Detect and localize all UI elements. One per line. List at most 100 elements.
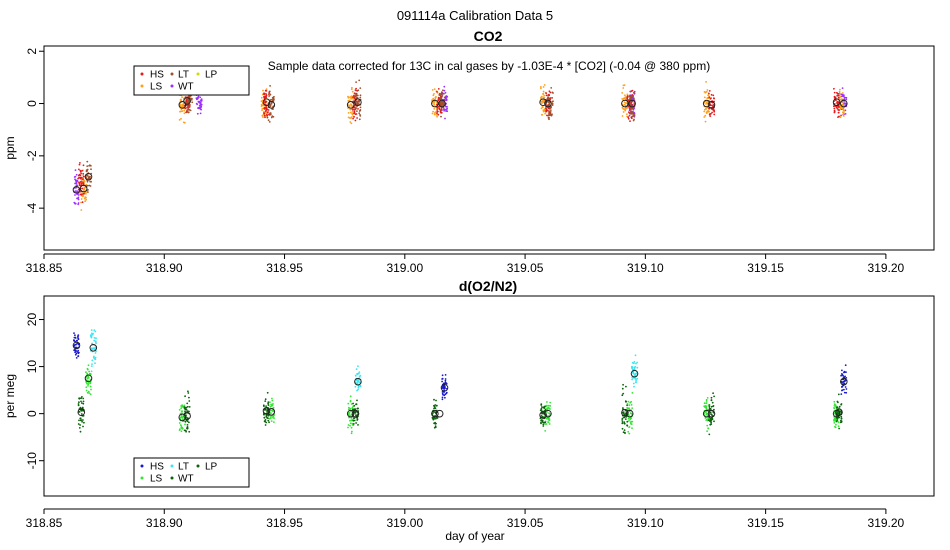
o2n2-point-lt	[631, 361, 634, 364]
co2-mean-marker	[621, 99, 629, 108]
co2-point-ls	[623, 84, 626, 87]
co2-point-lt	[355, 93, 358, 96]
o2n2-point-wt	[262, 404, 265, 407]
o2n2-point-ls	[182, 418, 184, 421]
co2-point-hs	[709, 97, 712, 100]
o2n2-point-wt	[186, 402, 189, 405]
co2-point-lt	[269, 114, 271, 116]
co2-point-ls	[80, 209, 83, 211]
o2n2-point-hs	[841, 389, 844, 391]
co2-point-lt	[356, 100, 359, 103]
co2-point-hs	[264, 100, 266, 102]
o2n2-legend-ls: LS	[150, 474, 163, 485]
co2-point-lt	[631, 115, 634, 118]
co2-point-lt	[632, 111, 634, 114]
co2-point-hs	[265, 106, 268, 109]
o2n2-point-wt	[621, 394, 624, 397]
co2-point-lt	[187, 108, 190, 111]
o2n2-point-ls	[350, 417, 353, 419]
co2-point-lt	[86, 184, 89, 187]
co2-point-wt	[628, 114, 631, 117]
o2n2-point-ls	[178, 429, 181, 431]
o2n2-point-ls	[272, 403, 274, 405]
o2n2-point-ls	[631, 392, 634, 394]
o2n2-point-wt	[188, 406, 191, 408]
o2n2-point-wt	[354, 411, 356, 414]
co2-point-hs	[78, 163, 81, 166]
o2n2-mean-marker	[351, 409, 360, 418]
o2n2-point-wt	[435, 404, 438, 407]
co2-point-lt	[89, 164, 91, 167]
o2n2-point-wt	[77, 423, 80, 425]
co2-point-hs	[77, 177, 80, 180]
co2-point-wt	[443, 108, 446, 111]
co2-x-tick-label: 319.20	[868, 261, 905, 275]
co2-point-lt	[440, 100, 443, 103]
co2-point-ls	[180, 117, 182, 120]
o2n2-point-wt	[186, 427, 189, 429]
o2n2-point-hs	[840, 374, 842, 377]
o2n2-point-wt	[621, 421, 624, 423]
co2-legend-box	[133, 65, 250, 96]
o2n2-point-wt	[838, 416, 841, 419]
o2n2-point-ls	[547, 404, 550, 407]
o2n2-point-ls	[833, 403, 836, 406]
o2n2-point-hs	[74, 334, 76, 337]
o2n2-point-wt	[79, 417, 82, 420]
co2-point-hs	[833, 105, 835, 107]
o2n2-point-wt	[184, 420, 187, 423]
co2-point-hs	[837, 96, 840, 99]
co2-point-lt	[550, 87, 553, 89]
co2-point-wt	[842, 95, 845, 98]
o2n2-point-ls	[350, 419, 353, 422]
co2-point-hs	[263, 95, 265, 98]
co2-point-ls	[433, 113, 436, 116]
co2-point-wt	[75, 173, 78, 176]
co2-point-lt	[548, 116, 550, 119]
co2-point-hs	[82, 175, 85, 178]
o2n2-x-tick-label: 318.90	[146, 516, 183, 530]
o2n2-point-wt	[188, 421, 190, 424]
co2-point-ls	[841, 103, 843, 106]
co2-point-ls	[179, 110, 182, 113]
o2n2-point-lt	[93, 329, 96, 332]
co2-legend-lt-marker	[170, 72, 174, 76]
co2-point-hs	[548, 90, 551, 93]
co2-point-hs	[263, 107, 266, 110]
o2n2-point-hs	[441, 374, 444, 377]
co2-point-lt	[187, 106, 190, 109]
co2-mean-marker	[84, 172, 93, 181]
o2n2-point-wt	[431, 412, 434, 415]
o2n2-point-wt	[185, 406, 188, 409]
co2-mean-marker	[544, 99, 552, 108]
o2n2-point-lt	[359, 374, 362, 377]
co2-point-lt	[442, 89, 444, 92]
co2-point-lt	[355, 107, 357, 110]
co2-mean-marker	[346, 101, 355, 109]
co2-point-hs	[833, 91, 836, 94]
o2n2-point-ls	[549, 401, 552, 404]
co2-point-hs	[545, 110, 548, 113]
co2-point-hs	[631, 104, 633, 107]
co2-point-hs	[631, 89, 634, 92]
o2n2-point-wt	[622, 407, 624, 409]
co2-point-ls	[542, 96, 544, 98]
co2-point-lt	[88, 175, 91, 178]
co2-point-lt	[358, 112, 361, 115]
o2n2-point-wt	[541, 412, 543, 415]
o2n2-legend-box	[133, 457, 250, 488]
o2n2-point-ls	[350, 426, 353, 429]
co2-point-ls	[433, 88, 436, 90]
o2n2-point-ls	[270, 420, 273, 422]
co2-point-lt	[90, 168, 92, 171]
o2n2-point-wt	[80, 397, 82, 400]
o2n2-point-ls	[628, 426, 630, 429]
co2-point-lt	[548, 114, 551, 117]
co2-point-lt	[549, 111, 552, 113]
co2-point-ls	[85, 198, 88, 201]
o2n2-point-hs	[73, 340, 75, 342]
co2-point-ls	[704, 114, 707, 117]
co2-panel: CO2 ppm Sample data corrected for 13C in…	[3, 28, 935, 275]
o2n2-point-wt	[82, 400, 85, 403]
co2-point-lt	[187, 101, 190, 104]
